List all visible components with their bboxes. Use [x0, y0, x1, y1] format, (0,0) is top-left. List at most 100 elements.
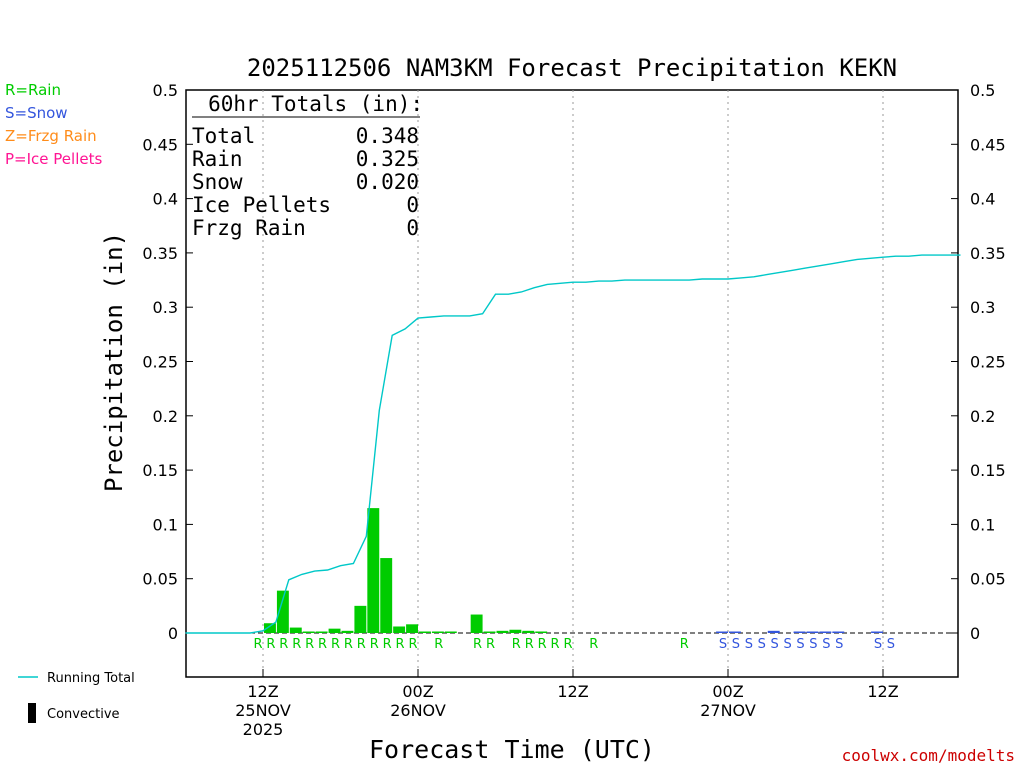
vertical-gridlines	[262, 90, 884, 677]
y-axis-label: Precipitation (in)	[100, 232, 128, 492]
rain-letter: R	[331, 637, 340, 652]
rain-letter: R	[292, 637, 301, 652]
y-tick-label-right: 0.45	[970, 135, 1006, 154]
running-total-legend: Running Total	[47, 671, 135, 686]
y-tick-label: 0.45	[142, 135, 178, 154]
chart-title: 2025112506 NAM3KM Forecast Precipitation…	[247, 54, 897, 82]
totals-header: 60hr Totals (in):	[208, 92, 423, 116]
snow-bars	[716, 630, 883, 633]
snow-bar	[871, 631, 883, 633]
y-tick-label: 0.15	[142, 461, 178, 480]
totals-total-label: Total	[192, 124, 255, 148]
rain-bar	[367, 508, 380, 633]
snow-bar	[819, 631, 832, 633]
snow-letter: S	[745, 637, 753, 652]
rain-letter: R	[525, 637, 534, 652]
rain-bar	[522, 630, 535, 633]
rain-letter: R	[279, 637, 288, 652]
y-tick-label-right: 0.05	[970, 570, 1006, 589]
legend-frzg-rain: Z=Frzg Rain	[5, 127, 97, 145]
x-tick-label: 2025	[243, 720, 284, 739]
x-tick-label: 12Z	[247, 682, 278, 701]
site-credit: coolwx.com/modelts	[842, 746, 1015, 765]
y-tick-label-right: 0.15	[970, 461, 1006, 480]
rain-bar	[354, 605, 367, 633]
snow-letter: S	[809, 637, 817, 652]
totals-frzg-value: 0	[406, 216, 419, 240]
rain-bar	[509, 629, 522, 633]
x-axis-label: Forecast Time (UTC)	[369, 735, 655, 764]
rain-bar	[328, 628, 341, 633]
snow-letter: S	[887, 637, 895, 652]
y-tick-label-right: 0.3	[970, 298, 995, 317]
snow-bar	[806, 631, 819, 633]
rain-letter: R	[551, 637, 560, 652]
rain-letter: R	[589, 637, 598, 652]
totals-pellets-value: 0	[406, 193, 419, 217]
rain-letter: R	[396, 637, 405, 652]
y-tick-label: 0.4	[153, 190, 178, 209]
snow-letter: S	[822, 637, 830, 652]
snow-letter: S	[874, 637, 882, 652]
snow-letter: S	[758, 637, 766, 652]
rain-letter: R	[305, 637, 314, 652]
snow-bar	[729, 631, 741, 633]
rain-bar	[496, 630, 509, 633]
totals-frzg-label: Frzg Rain	[192, 216, 306, 240]
snow-bar	[832, 631, 845, 633]
convective-swatch	[28, 703, 36, 723]
snow-letter: S	[719, 637, 727, 652]
y-tick-label-right: 0.25	[970, 353, 1006, 372]
rain-bar	[444, 631, 457, 633]
x-tick-label: 25NOV	[235, 701, 291, 720]
snow-letter: S	[771, 637, 779, 652]
totals-snow-value: 0.020	[356, 170, 419, 194]
legend-rain: R=Rain	[5, 81, 61, 99]
y-tick-label: 0.05	[142, 570, 178, 589]
y-tick-label: 0.25	[142, 353, 178, 372]
snow-letter: S	[783, 637, 791, 652]
rain-bar	[276, 590, 289, 633]
snow-letter: S	[732, 637, 740, 652]
rain-bar	[393, 626, 406, 633]
rain-bar	[406, 624, 418, 633]
legend-snow: S=Snow	[5, 104, 68, 122]
y-tick-label-right: 0	[970, 624, 980, 643]
rain-bar	[341, 630, 354, 633]
snow-bar	[767, 630, 780, 633]
rain-bar	[431, 631, 444, 633]
rain-bar	[289, 627, 302, 633]
y-tick-label: 0	[168, 624, 178, 643]
rain-letter: R	[538, 637, 547, 652]
rain-letter: R	[680, 637, 689, 652]
rain-bar	[483, 631, 496, 633]
rain-bar	[470, 614, 483, 633]
rain-letter: R	[486, 637, 495, 652]
rain-bar	[535, 631, 548, 633]
rain-letter: R	[473, 637, 482, 652]
y-tick-label-right: 0.1	[970, 515, 995, 534]
rain-bar	[419, 631, 431, 633]
rain-bar	[302, 631, 315, 633]
rain-letter: R	[318, 637, 327, 652]
rain-letter: R	[344, 637, 353, 652]
y-tick-label-right: 0.2	[970, 407, 995, 426]
totals-total-value: 0.348	[356, 124, 419, 148]
x-tick-label: 12Z	[867, 682, 898, 701]
x-tick-label: 27NOV	[700, 701, 756, 720]
y-tick-label: 0.3	[153, 298, 178, 317]
rain-letter: R	[563, 637, 572, 652]
rain-letter: R	[266, 637, 275, 652]
y-axis-left: 0.5 0.45 0.4 0.35 0.3 0.25 0.2 0.15 0.1 0.05 0	[142, 81, 193, 643]
rain-letter: R	[370, 637, 379, 652]
totals-pellets-label: Ice Pellets	[192, 193, 331, 217]
rain-letter: R	[512, 637, 521, 652]
totals-snow-label: Snow	[192, 170, 243, 194]
rain-bar	[315, 631, 328, 633]
rain-letter: R	[253, 637, 262, 652]
y-tick-label: 0.35	[142, 244, 178, 263]
rain-letter: R	[434, 637, 443, 652]
x-tick-label: 00Z	[712, 682, 743, 701]
